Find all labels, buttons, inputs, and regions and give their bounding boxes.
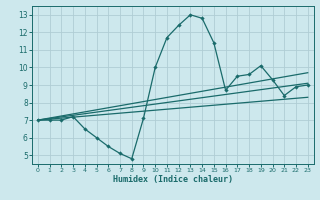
X-axis label: Humidex (Indice chaleur): Humidex (Indice chaleur) <box>113 175 233 184</box>
